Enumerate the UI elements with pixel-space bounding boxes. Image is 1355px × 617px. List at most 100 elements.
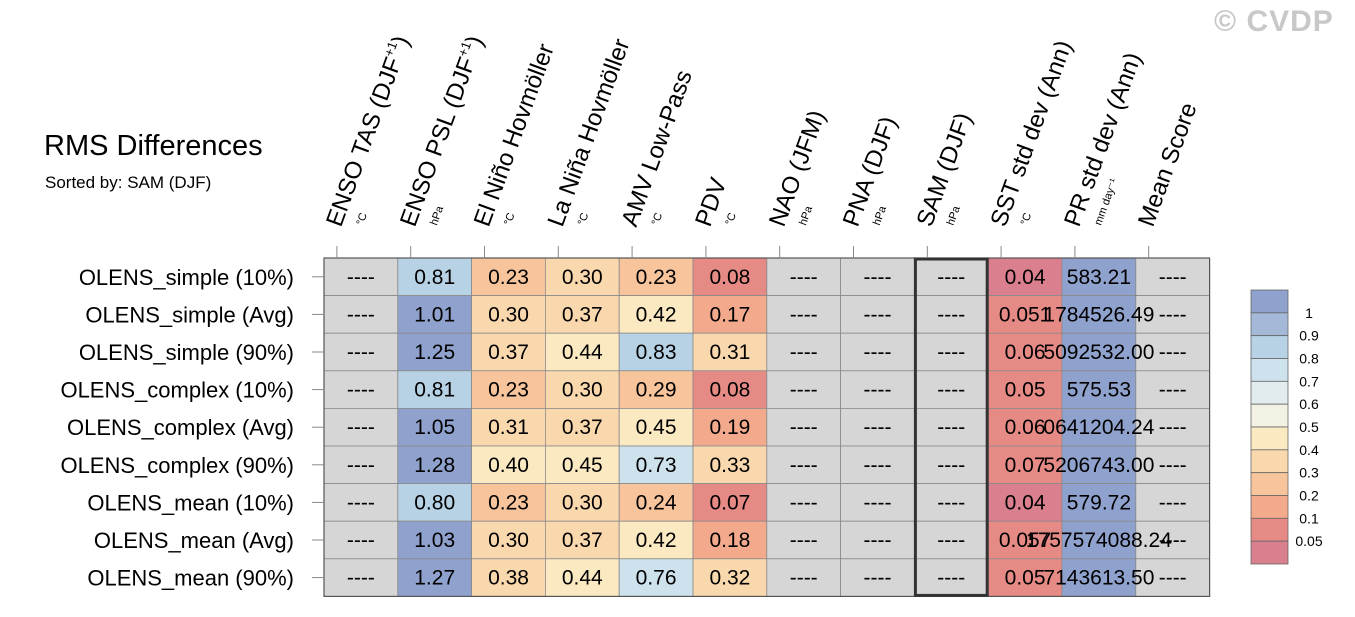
row-label: OLENS_simple (90%) xyxy=(79,340,294,365)
row-label: OLENS_mean (10%) xyxy=(87,490,294,515)
cell-value: 0.18 xyxy=(709,529,750,552)
colorbar-label: 0.7 xyxy=(1299,373,1319,389)
cell-value: ---- xyxy=(937,529,965,552)
column-label: ENSO TAS (DJF+1) xyxy=(320,32,415,230)
heatmap-cell xyxy=(1135,520,1211,560)
cell-value: 0.17 xyxy=(709,303,750,326)
column-unit: hPa xyxy=(428,204,446,227)
heatmap-cell xyxy=(323,445,399,484)
heatmap-cell xyxy=(618,407,694,447)
cell-value: 1.01 xyxy=(414,303,455,326)
heatmap-cell xyxy=(471,332,546,372)
column-unit: °C xyxy=(1019,211,1035,227)
heatmap-cell xyxy=(545,483,620,522)
cell-value: 0.40 xyxy=(488,454,529,477)
cell-value: 5092532.00 xyxy=(1043,341,1154,364)
heatmap-cell xyxy=(1061,370,1137,409)
row-label: OLENS_complex (10%) xyxy=(60,378,294,403)
cell-value: 0.45 xyxy=(636,416,677,439)
cell-value: 0.37 xyxy=(562,303,603,326)
colorbar-swatch xyxy=(1250,289,1289,314)
cell-value: ---- xyxy=(864,567,892,590)
heatmap-cell xyxy=(1135,483,1211,522)
cell-value: 0.31 xyxy=(709,341,750,364)
heatmap-cell xyxy=(1061,558,1137,597)
chart-subtitle: Sorted by: SAM (DJF) xyxy=(45,173,212,192)
cell-value: 1.27 xyxy=(414,567,455,590)
colorbar-label: 0.3 xyxy=(1299,465,1319,481)
cell-value: ---- xyxy=(937,567,965,590)
colorbar-label: 0.4 xyxy=(1299,442,1319,458)
colorbar-label: 0.1 xyxy=(1299,510,1319,526)
cell-value: 0.30 xyxy=(562,491,603,514)
cell-value: 0.80 xyxy=(414,491,455,514)
colorbar-swatch xyxy=(1250,495,1289,519)
cell-value: 0.42 xyxy=(636,529,677,552)
heatmap-cell xyxy=(1061,407,1137,447)
cell-value: 7143613.50 xyxy=(1043,567,1154,590)
heatmap-cell xyxy=(766,295,841,334)
cell-value: 1.28 xyxy=(414,454,455,477)
cell-value: ---- xyxy=(347,341,375,364)
cell-value: 583.21 xyxy=(1067,266,1131,289)
cell-value: 579.72 xyxy=(1067,491,1131,514)
cell-value: ---- xyxy=(1159,341,1187,364)
cell-value: 0.08 xyxy=(709,266,750,289)
cell-value: 0.23 xyxy=(488,491,529,514)
cell-value: 0.44 xyxy=(562,341,603,364)
cell-value: 0.08 xyxy=(709,379,750,402)
cell-value: ---- xyxy=(1159,266,1187,289)
cell-value: ---- xyxy=(1159,491,1187,514)
cell-value: 5206743.00 xyxy=(1043,454,1154,477)
colorbar-label: 0.6 xyxy=(1299,396,1319,412)
column-unit: hPa xyxy=(945,204,963,227)
row-label: OLENS_complex (90%) xyxy=(60,453,294,478)
colorbar-swatch xyxy=(1250,426,1289,451)
chart-title: RMS Differences xyxy=(44,130,263,162)
heatmap-cell xyxy=(323,332,399,372)
colorbar-swatch xyxy=(1250,472,1289,496)
cell-value: ---- xyxy=(347,266,375,289)
heatmap-cell xyxy=(545,445,620,484)
cell-value: ---- xyxy=(347,454,375,477)
colorbar-swatch xyxy=(1250,358,1289,382)
colorbar-swatch xyxy=(1250,517,1289,542)
cell-value: 0.24 xyxy=(636,491,677,514)
heatmap-cell xyxy=(545,332,620,372)
cell-value: ---- xyxy=(864,341,892,364)
colorbar-swatch xyxy=(1250,540,1289,565)
cell-value: 0.23 xyxy=(488,266,529,289)
colorbar-label: 0.2 xyxy=(1299,488,1319,504)
cell-value: 0.07 xyxy=(1005,454,1046,477)
cell-value: 0.04 xyxy=(1005,491,1046,514)
heatmap-cell xyxy=(840,445,915,484)
cell-value: 0.30 xyxy=(488,303,529,326)
column-label: SAM (DJF) xyxy=(912,109,978,230)
cell-value: 0.19 xyxy=(709,416,750,439)
heatmap-cell xyxy=(1061,520,1137,560)
cell-value: 0.30 xyxy=(488,529,529,552)
cell-value: 0.05 xyxy=(1005,379,1046,402)
cell-value: 1784526.49 xyxy=(1043,303,1154,326)
cell-value: ---- xyxy=(1159,529,1187,552)
column-unit: °C xyxy=(650,211,666,227)
colorbar-swatch xyxy=(1250,403,1289,428)
heatmap-cell xyxy=(1061,445,1137,484)
heatmap-cell xyxy=(618,520,694,560)
heatmap-cell xyxy=(987,558,1063,597)
heatmap-cell xyxy=(692,295,768,334)
cell-value: 0.07 xyxy=(709,491,750,514)
cell-value: 0.30 xyxy=(562,266,603,289)
cell-value: 0.37 xyxy=(562,416,603,439)
heatmap-cell xyxy=(323,558,399,597)
colorbar-swatch xyxy=(1250,312,1289,337)
highlight-column-box xyxy=(913,257,989,597)
cell-value: 0.23 xyxy=(636,266,677,289)
column-label: SST std dev (Ann) xyxy=(985,37,1077,230)
heatmap-cell xyxy=(1061,483,1137,522)
heatmap-cell xyxy=(618,483,694,522)
cell-value: ---- xyxy=(1159,416,1187,439)
cell-value: ---- xyxy=(1159,454,1187,477)
heatmap-cell xyxy=(397,483,472,522)
cell-value: 0.057 xyxy=(999,529,1052,552)
